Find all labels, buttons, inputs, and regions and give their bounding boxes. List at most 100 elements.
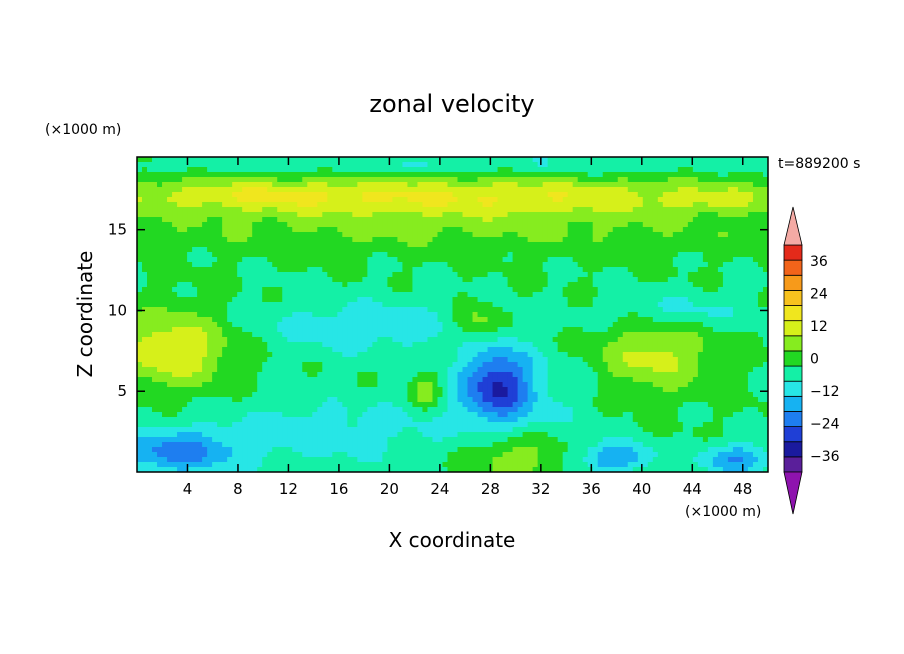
field-cell — [387, 172, 394, 178]
field-cell — [292, 287, 298, 293]
field-cell — [717, 182, 724, 188]
field-cell — [317, 217, 323, 223]
field-cell — [147, 332, 153, 338]
field-cell — [182, 197, 188, 203]
field-cell — [212, 352, 218, 358]
field-cell — [202, 347, 208, 353]
field-cell — [692, 172, 699, 178]
field-cell — [142, 162, 148, 168]
field-cell — [552, 327, 559, 333]
field-cell — [667, 217, 674, 223]
field-cell — [577, 332, 584, 338]
field-cell — [167, 272, 173, 278]
field-cell — [327, 267, 333, 273]
field-cell — [512, 197, 519, 203]
field-cell — [707, 297, 714, 303]
field-cell — [682, 332, 689, 338]
field-cell — [442, 182, 449, 188]
field-cell — [367, 342, 373, 348]
field-cell — [637, 177, 644, 183]
field-cell — [217, 277, 223, 283]
field-cell — [752, 292, 759, 298]
field-cell — [152, 312, 158, 318]
field-cell — [677, 212, 684, 218]
field-cell — [667, 322, 674, 328]
field-cell — [517, 187, 524, 193]
field-cell — [752, 267, 759, 273]
field-cell — [557, 307, 564, 313]
field-cell — [307, 262, 313, 268]
field-cell — [382, 192, 388, 198]
field-cell — [472, 232, 479, 238]
field-cell — [572, 262, 579, 268]
field-cell — [272, 317, 278, 323]
field-cell — [172, 347, 178, 353]
field-cell — [667, 182, 674, 188]
field-cell — [202, 327, 208, 333]
field-cell — [747, 177, 754, 183]
field-cell — [467, 322, 474, 328]
field-cell — [257, 257, 263, 263]
field-cell — [202, 182, 208, 188]
field-cell — [307, 332, 313, 338]
field-cell — [372, 302, 378, 308]
field-cell — [582, 252, 589, 258]
field-cell — [597, 207, 604, 213]
field-cell — [477, 252, 484, 258]
field-cell — [162, 227, 168, 233]
field-cell — [542, 177, 549, 183]
field-cell — [227, 177, 233, 183]
field-cell — [732, 292, 739, 298]
field-cell — [277, 237, 283, 243]
field-cell — [167, 222, 173, 228]
field-cell — [187, 307, 193, 313]
field-cell — [562, 292, 569, 298]
field-cell — [142, 212, 148, 218]
field-cell — [302, 192, 308, 198]
field-cell — [637, 232, 644, 238]
field-cell — [197, 317, 203, 323]
field-cell — [762, 272, 768, 278]
field-cell — [592, 292, 599, 298]
field-cell — [442, 302, 449, 308]
field-cell — [587, 312, 594, 318]
field-cell — [717, 262, 724, 268]
field-cell — [207, 237, 213, 243]
field-cell — [242, 207, 248, 213]
field-cell — [737, 237, 744, 243]
field-cell — [202, 302, 208, 308]
field-cell — [282, 237, 288, 243]
field-cell — [522, 197, 529, 203]
field-cell — [272, 347, 278, 353]
field-cell — [207, 212, 213, 218]
field-cell — [337, 302, 343, 308]
field-cell — [232, 312, 238, 318]
field-cell — [212, 247, 218, 253]
field-cell — [717, 187, 724, 193]
field-cell — [307, 197, 313, 203]
field-cell — [727, 267, 734, 273]
field-cell — [397, 337, 404, 343]
field-cell — [752, 257, 759, 263]
field-cell — [667, 242, 674, 248]
field-cell — [742, 207, 749, 213]
field-cell — [707, 242, 714, 248]
field-cell — [182, 327, 188, 333]
field-cell — [182, 267, 188, 273]
field-cell — [657, 167, 664, 173]
field-cell — [377, 307, 383, 313]
field-cell — [177, 332, 183, 338]
field-cell — [442, 352, 449, 358]
field-cell — [687, 162, 694, 168]
field-cell — [162, 247, 168, 253]
field-cell — [342, 162, 348, 168]
field-cell — [417, 222, 424, 228]
field-cell — [562, 227, 569, 233]
field-cell — [367, 212, 373, 218]
field-cell — [357, 312, 363, 318]
field-cell — [362, 332, 368, 338]
field-cell — [357, 347, 363, 353]
field-cell — [137, 322, 143, 328]
field-cell — [562, 337, 569, 343]
field-cell — [427, 157, 434, 163]
